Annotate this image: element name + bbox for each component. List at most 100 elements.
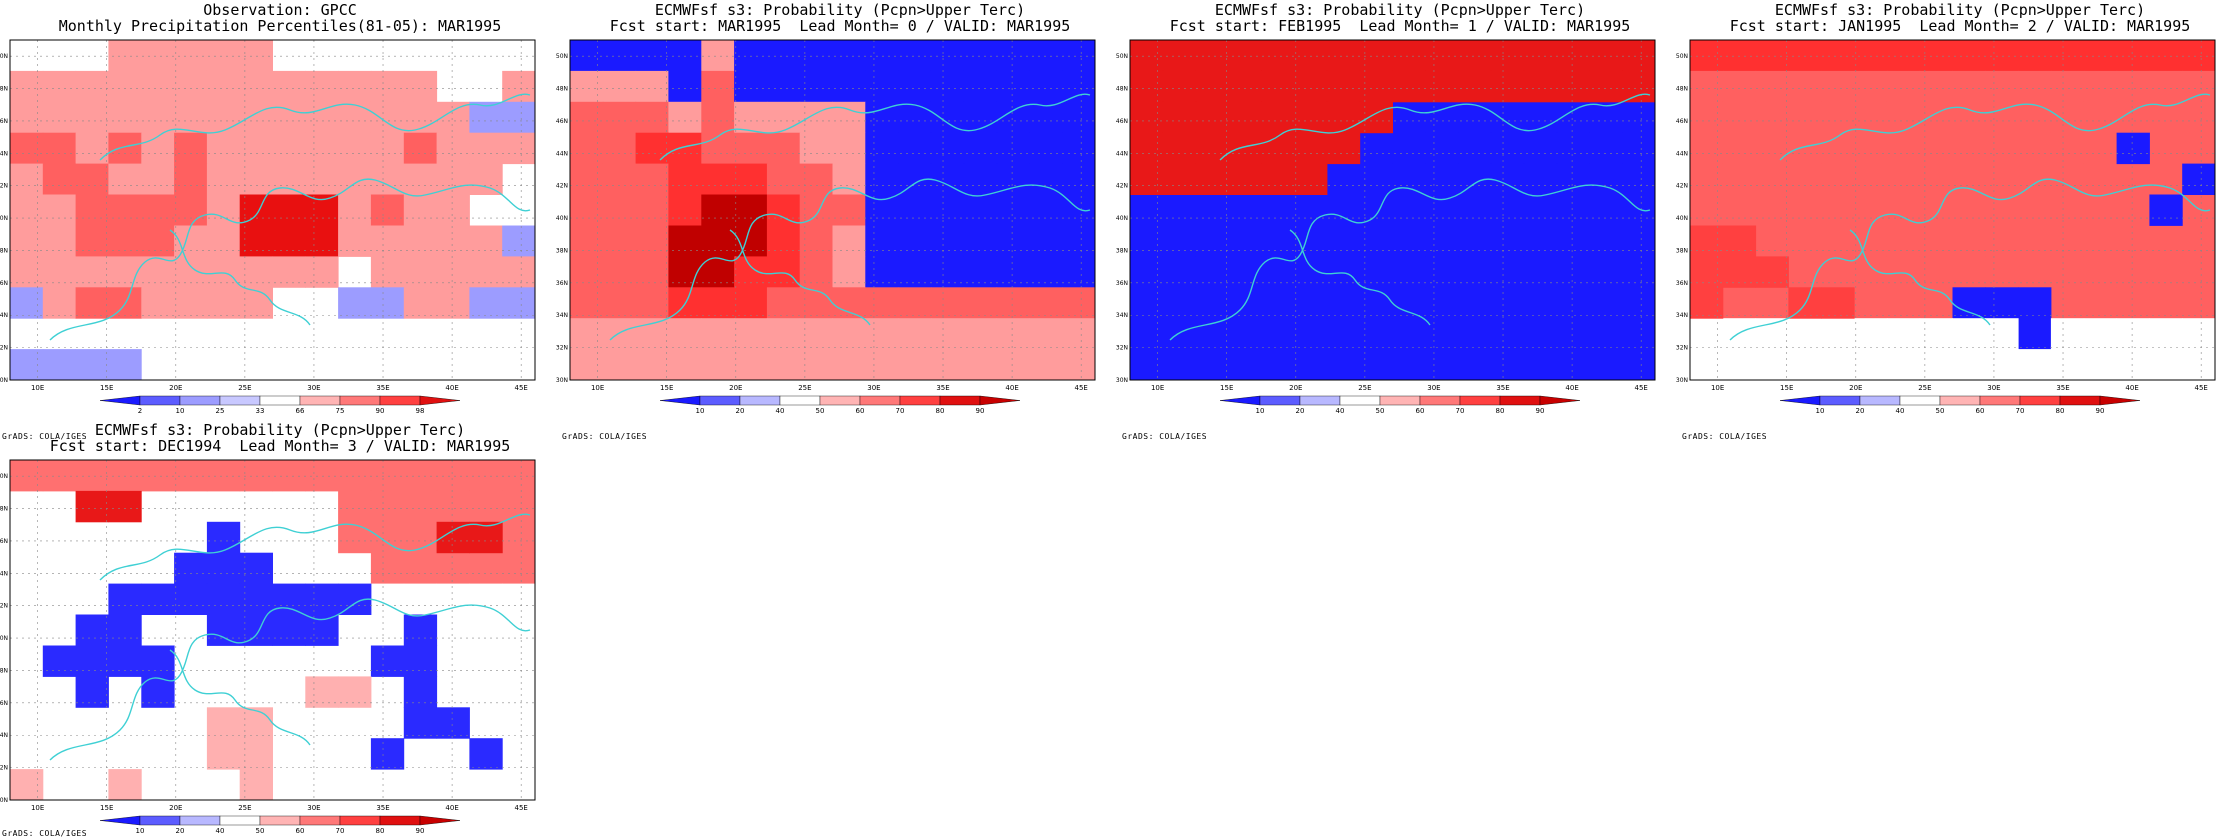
data-cell	[42, 614, 77, 646]
data-cell	[141, 70, 175, 103]
data-cell	[108, 163, 142, 195]
legend-swatch	[899, 395, 941, 406]
legend-label: 50	[1376, 407, 1385, 415]
data-cell	[10, 614, 44, 646]
data-cell	[108, 132, 142, 165]
data-cell	[338, 676, 372, 708]
data-cell	[108, 552, 142, 585]
data-cell	[42, 194, 77, 226]
data-cell	[1392, 163, 1426, 195]
data-cell	[1854, 287, 1888, 319]
data-cell	[239, 460, 273, 492]
data-cell	[141, 676, 175, 708]
data-cell	[1952, 132, 1986, 165]
data-cell	[930, 101, 965, 134]
data-cell	[42, 769, 77, 801]
data-cell	[1130, 101, 1164, 134]
data-cell	[602, 70, 637, 103]
data-cell	[305, 101, 339, 134]
data-cell	[799, 287, 833, 319]
data-cell	[1622, 349, 1656, 381]
data-cell	[1952, 225, 1986, 257]
data-cell	[2149, 132, 2183, 165]
data-cell	[1029, 70, 1063, 103]
data-cell	[1690, 194, 1724, 226]
data-cell	[239, 707, 273, 739]
data-cell	[1854, 70, 1888, 103]
data-cell	[1886, 194, 1921, 226]
data-cell	[141, 40, 175, 72]
data-cell	[272, 707, 306, 739]
data-cell	[668, 40, 702, 72]
data-cell	[272, 769, 306, 801]
data-cell	[2149, 163, 2183, 195]
data-cell	[2018, 225, 2052, 257]
legend-swatch	[1299, 395, 1341, 406]
data-cell	[2083, 163, 2118, 195]
data-cell	[469, 460, 503, 492]
data-cell	[2050, 70, 2085, 103]
probability-map: 10E 15E 20E 25E 30E 35E 40E 45E 30N 32N 34N 36N 38N 4…	[0, 459, 536, 835]
coastlines	[609, 93, 1091, 341]
data-cell	[1162, 194, 1197, 226]
data-cell	[1029, 194, 1063, 226]
data-cell	[469, 552, 503, 585]
data-cell	[1392, 256, 1426, 288]
data-cell	[1886, 225, 1921, 257]
lon-tick-label: 10E	[1711, 384, 1724, 392]
data-cell	[141, 552, 175, 585]
lon-tick-label: 25E	[1358, 384, 1371, 392]
legend-label: 70	[1456, 407, 1465, 415]
data-cell	[1458, 287, 1492, 319]
data-cell	[338, 194, 372, 226]
data-cell	[635, 349, 669, 381]
data-cell	[1130, 132, 1164, 165]
grads-credit: GrADS: COLA/IGES	[1682, 432, 1768, 441]
data-cell	[1195, 101, 1229, 134]
data-cell	[766, 101, 801, 134]
data-cell	[1195, 40, 1229, 72]
lat-tick-label: 32N	[1116, 345, 1128, 352]
lat-tick-label: 32N	[1676, 345, 1688, 352]
data-cell	[272, 163, 306, 195]
data-cell	[1029, 225, 1063, 257]
data-cell	[2149, 101, 2183, 134]
data-cell	[141, 460, 175, 492]
lat-tick-label: 40N	[0, 635, 8, 642]
data-cell	[436, 163, 470, 195]
data-cell	[1326, 349, 1361, 381]
lon-tick-label: 40E	[2125, 384, 2138, 392]
data-cell	[1062, 132, 1096, 165]
legend-label: 60	[856, 407, 865, 415]
data-cell	[305, 738, 339, 770]
data-cell	[1458, 318, 1492, 350]
data-cell	[602, 40, 637, 72]
data-cell	[502, 676, 536, 708]
legend-swatch	[139, 815, 181, 826]
coastline	[609, 178, 1091, 341]
data-cell	[635, 132, 669, 165]
legend-swatch	[1219, 395, 1261, 406]
data-cell	[1062, 163, 1096, 195]
data-cell	[1985, 349, 2019, 381]
legend-label: 40	[1896, 407, 1905, 415]
legend-swatch	[299, 395, 341, 406]
data-cell	[1490, 287, 1525, 319]
data-cell	[42, 101, 77, 134]
data-cell	[1490, 70, 1525, 103]
legend-swatch	[1899, 395, 1941, 406]
coastline	[1169, 178, 1651, 341]
data-cell	[701, 194, 735, 226]
data-cell	[1722, 70, 1757, 103]
data-cell	[1854, 132, 1888, 165]
data-cell	[1589, 132, 1623, 165]
data-cell	[1788, 101, 1822, 134]
data-cell	[1985, 163, 2019, 195]
legend-swatch	[139, 395, 181, 406]
data-cell	[239, 521, 273, 554]
lon-tick-label: 10E	[31, 804, 44, 812]
data-cell	[75, 460, 109, 492]
data-cell	[1392, 40, 1426, 72]
data-cell	[1523, 194, 1558, 226]
legend-swatch	[1379, 395, 1421, 406]
